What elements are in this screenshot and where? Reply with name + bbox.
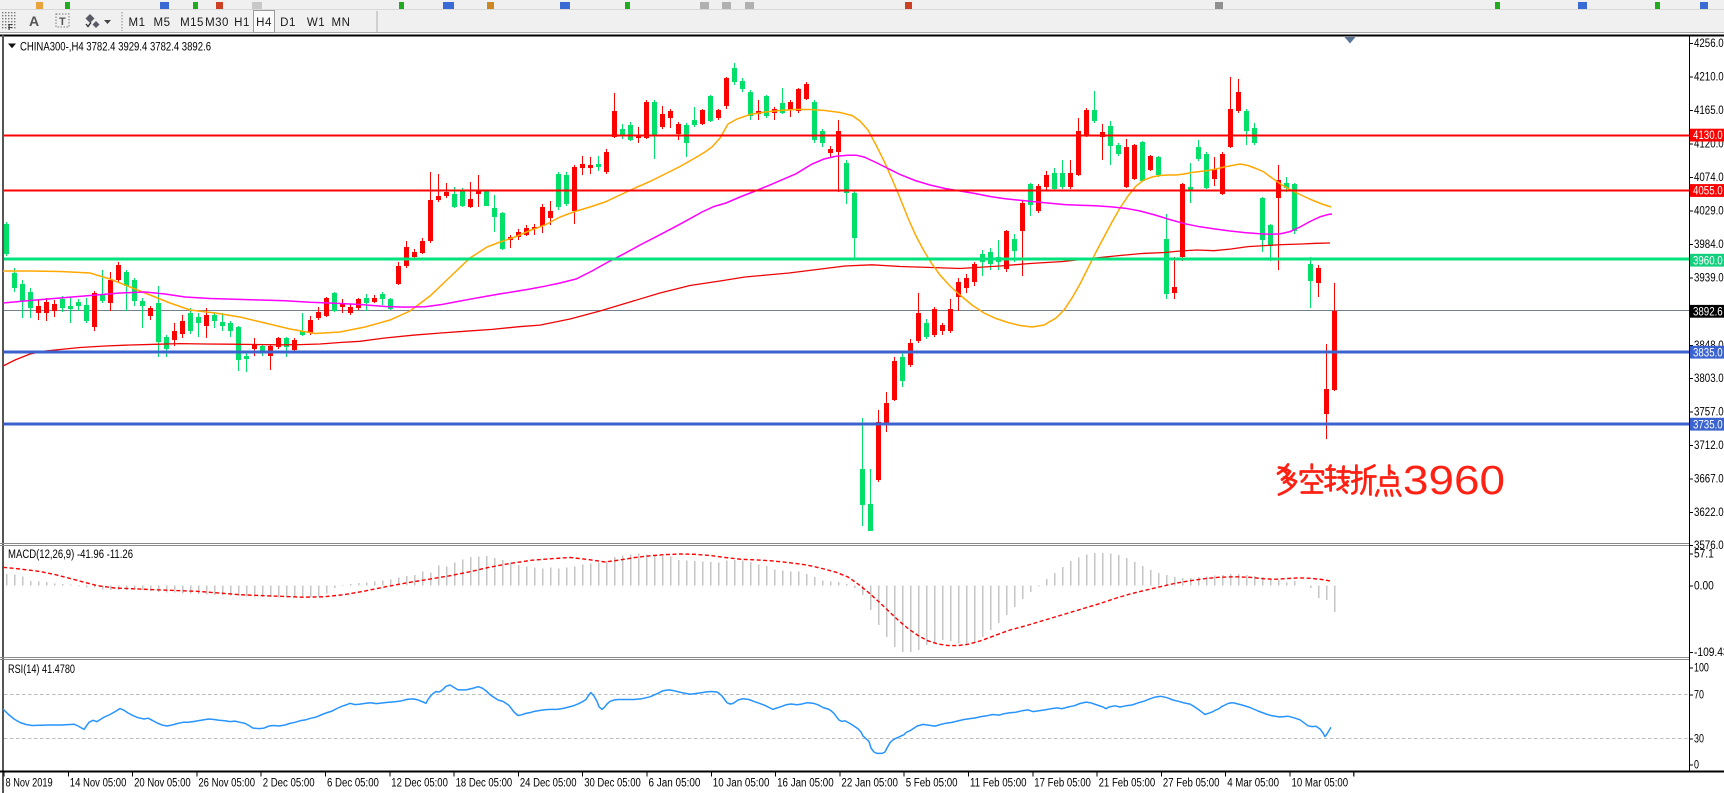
svg-text:3960.0: 3960.0 [1693,255,1723,267]
svg-text:4120.0: 4120.0 [1694,139,1724,151]
svg-text:MACD(12,26,9) -41.96 -11.26: MACD(12,26,9) -41.96 -11.26 [8,549,133,561]
svg-text:3667.0: 3667.0 [1694,473,1724,485]
svg-text:11 Feb 05:00: 11 Feb 05:00 [970,778,1027,790]
svg-text:3712.0: 3712.0 [1694,440,1724,452]
svg-text:12 Dec 05:00: 12 Dec 05:00 [391,778,448,790]
svg-text:6 Jan 05:00: 6 Jan 05:00 [649,778,701,790]
svg-text:3803.0: 3803.0 [1694,373,1724,385]
svg-text:4029.0: 4029.0 [1694,205,1724,217]
svg-text:4 Mar 05:00: 4 Mar 05:00 [1227,778,1279,790]
svg-text:6 Dec 05:00: 6 Dec 05:00 [327,778,379,790]
svg-text:16 Jan 05:00: 16 Jan 05:00 [777,778,834,790]
svg-text:30: 30 [1694,733,1704,745]
svg-text:14 Nov 05:00: 14 Nov 05:00 [70,778,127,790]
svg-text:MN: MN [332,17,351,29]
svg-text:3892.6: 3892.6 [1693,306,1723,318]
svg-text:17 Feb 05:00: 17 Feb 05:00 [1034,778,1091,790]
svg-text:10 Jan 05:00: 10 Jan 05:00 [713,778,770,790]
svg-text:70: 70 [1694,690,1704,702]
svg-text:4256.0: 4256.0 [1694,38,1724,50]
svg-text:3576.0: 3576.0 [1694,540,1724,552]
svg-text:2 Dec 05:00: 2 Dec 05:00 [263,778,315,790]
svg-text:3835.0: 3835.0 [1693,347,1723,359]
svg-text:4130.0: 4130.0 [1693,130,1723,142]
svg-text:8 Nov 2019: 8 Nov 2019 [6,778,53,790]
svg-text:24 Dec 05:00: 24 Dec 05:00 [520,778,577,790]
svg-text:T: T [59,16,66,28]
svg-text:H4: H4 [256,17,272,29]
svg-text:W1: W1 [307,17,325,29]
svg-text:20 Nov 05:00: 20 Nov 05:00 [134,778,191,790]
svg-text:3735.0: 3735.0 [1693,419,1723,431]
svg-text:27 Feb 05:00: 27 Feb 05:00 [1163,778,1220,790]
svg-text:0.00: 0.00 [1694,581,1714,593]
svg-text:26 Nov 05:00: 26 Nov 05:00 [198,778,255,790]
svg-text:57.1: 57.1 [1694,549,1714,561]
svg-text:0: 0 [1694,760,1699,772]
svg-text:M1: M1 [129,17,146,29]
svg-text:4055.0: 4055.0 [1693,186,1723,198]
svg-text:RSI(14) 41.4780: RSI(14) 41.4780 [8,664,75,676]
svg-text:CHINA300-,H4 3782.4 3929.4 37: CHINA300-,H4 3782.4 3929.4 3782.4 3892.6 [20,42,211,54]
svg-text:5 Feb 05:00: 5 Feb 05:00 [906,778,958,790]
svg-text:4074.0: 4074.0 [1694,172,1724,184]
svg-text:30 Dec 05:00: 30 Dec 05:00 [584,778,641,790]
svg-text:-109.43: -109.43 [1694,647,1724,659]
svg-text:M5: M5 [154,17,171,29]
svg-text:18 Dec 05:00: 18 Dec 05:00 [456,778,513,790]
svg-text:21 Feb 05:00: 21 Feb 05:00 [1099,778,1156,790]
svg-text:3939.0: 3939.0 [1694,273,1724,285]
svg-text:100: 100 [1694,663,1709,675]
svg-text:3984.0: 3984.0 [1694,239,1724,251]
svg-text:4210.0: 4210.0 [1694,71,1724,83]
svg-text:F: F [8,23,13,32]
svg-text:3960: 3960 [1403,457,1505,503]
svg-text:3622.0: 3622.0 [1694,507,1724,519]
svg-text:3757.0: 3757.0 [1694,407,1724,419]
svg-text:M15: M15 [180,17,204,29]
svg-text:D1: D1 [280,17,296,29]
svg-text:M30: M30 [205,17,229,29]
svg-text:H1: H1 [234,17,250,29]
svg-text:22 Jan 05:00: 22 Jan 05:00 [841,778,898,790]
svg-text:4165.0: 4165.0 [1694,105,1724,117]
svg-text:10 Mar 05:00: 10 Mar 05:00 [1292,778,1349,790]
svg-text:A: A [29,13,39,29]
